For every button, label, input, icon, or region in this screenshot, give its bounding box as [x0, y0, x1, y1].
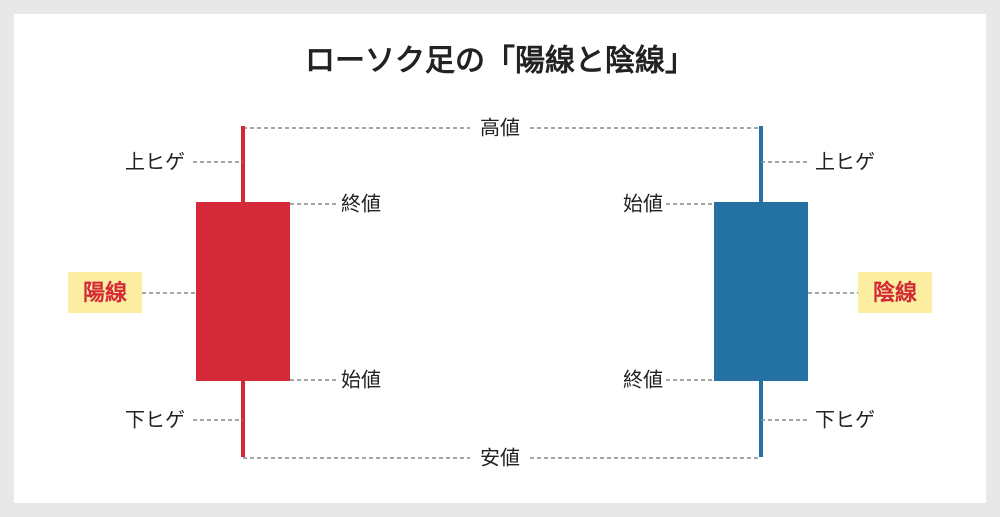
candle-body [196, 202, 290, 381]
card [14, 14, 986, 503]
bullish-tag: 陽線 [83, 280, 127, 306]
title: ローソク足の「陽線と陰線」 [305, 44, 695, 79]
lower-wick-label: 下ヒゲ [815, 408, 875, 432]
bearish-tag: 陰線 [873, 280, 917, 306]
low-label: 安値 [480, 446, 520, 470]
close-label: 終値 [341, 192, 381, 216]
candle-body [714, 202, 808, 381]
open-label: 始値 [341, 368, 381, 392]
tag-box [68, 272, 142, 313]
tag-box [858, 272, 932, 313]
close-label: 終値 [623, 368, 663, 392]
upper-wick-label: 上ヒゲ [815, 150, 875, 174]
open-label: 始値 [623, 192, 663, 216]
upper-wick-label: 上ヒゲ [125, 150, 185, 174]
lower-wick-label: 下ヒゲ [125, 408, 185, 432]
high-label: 高値 [480, 116, 520, 140]
